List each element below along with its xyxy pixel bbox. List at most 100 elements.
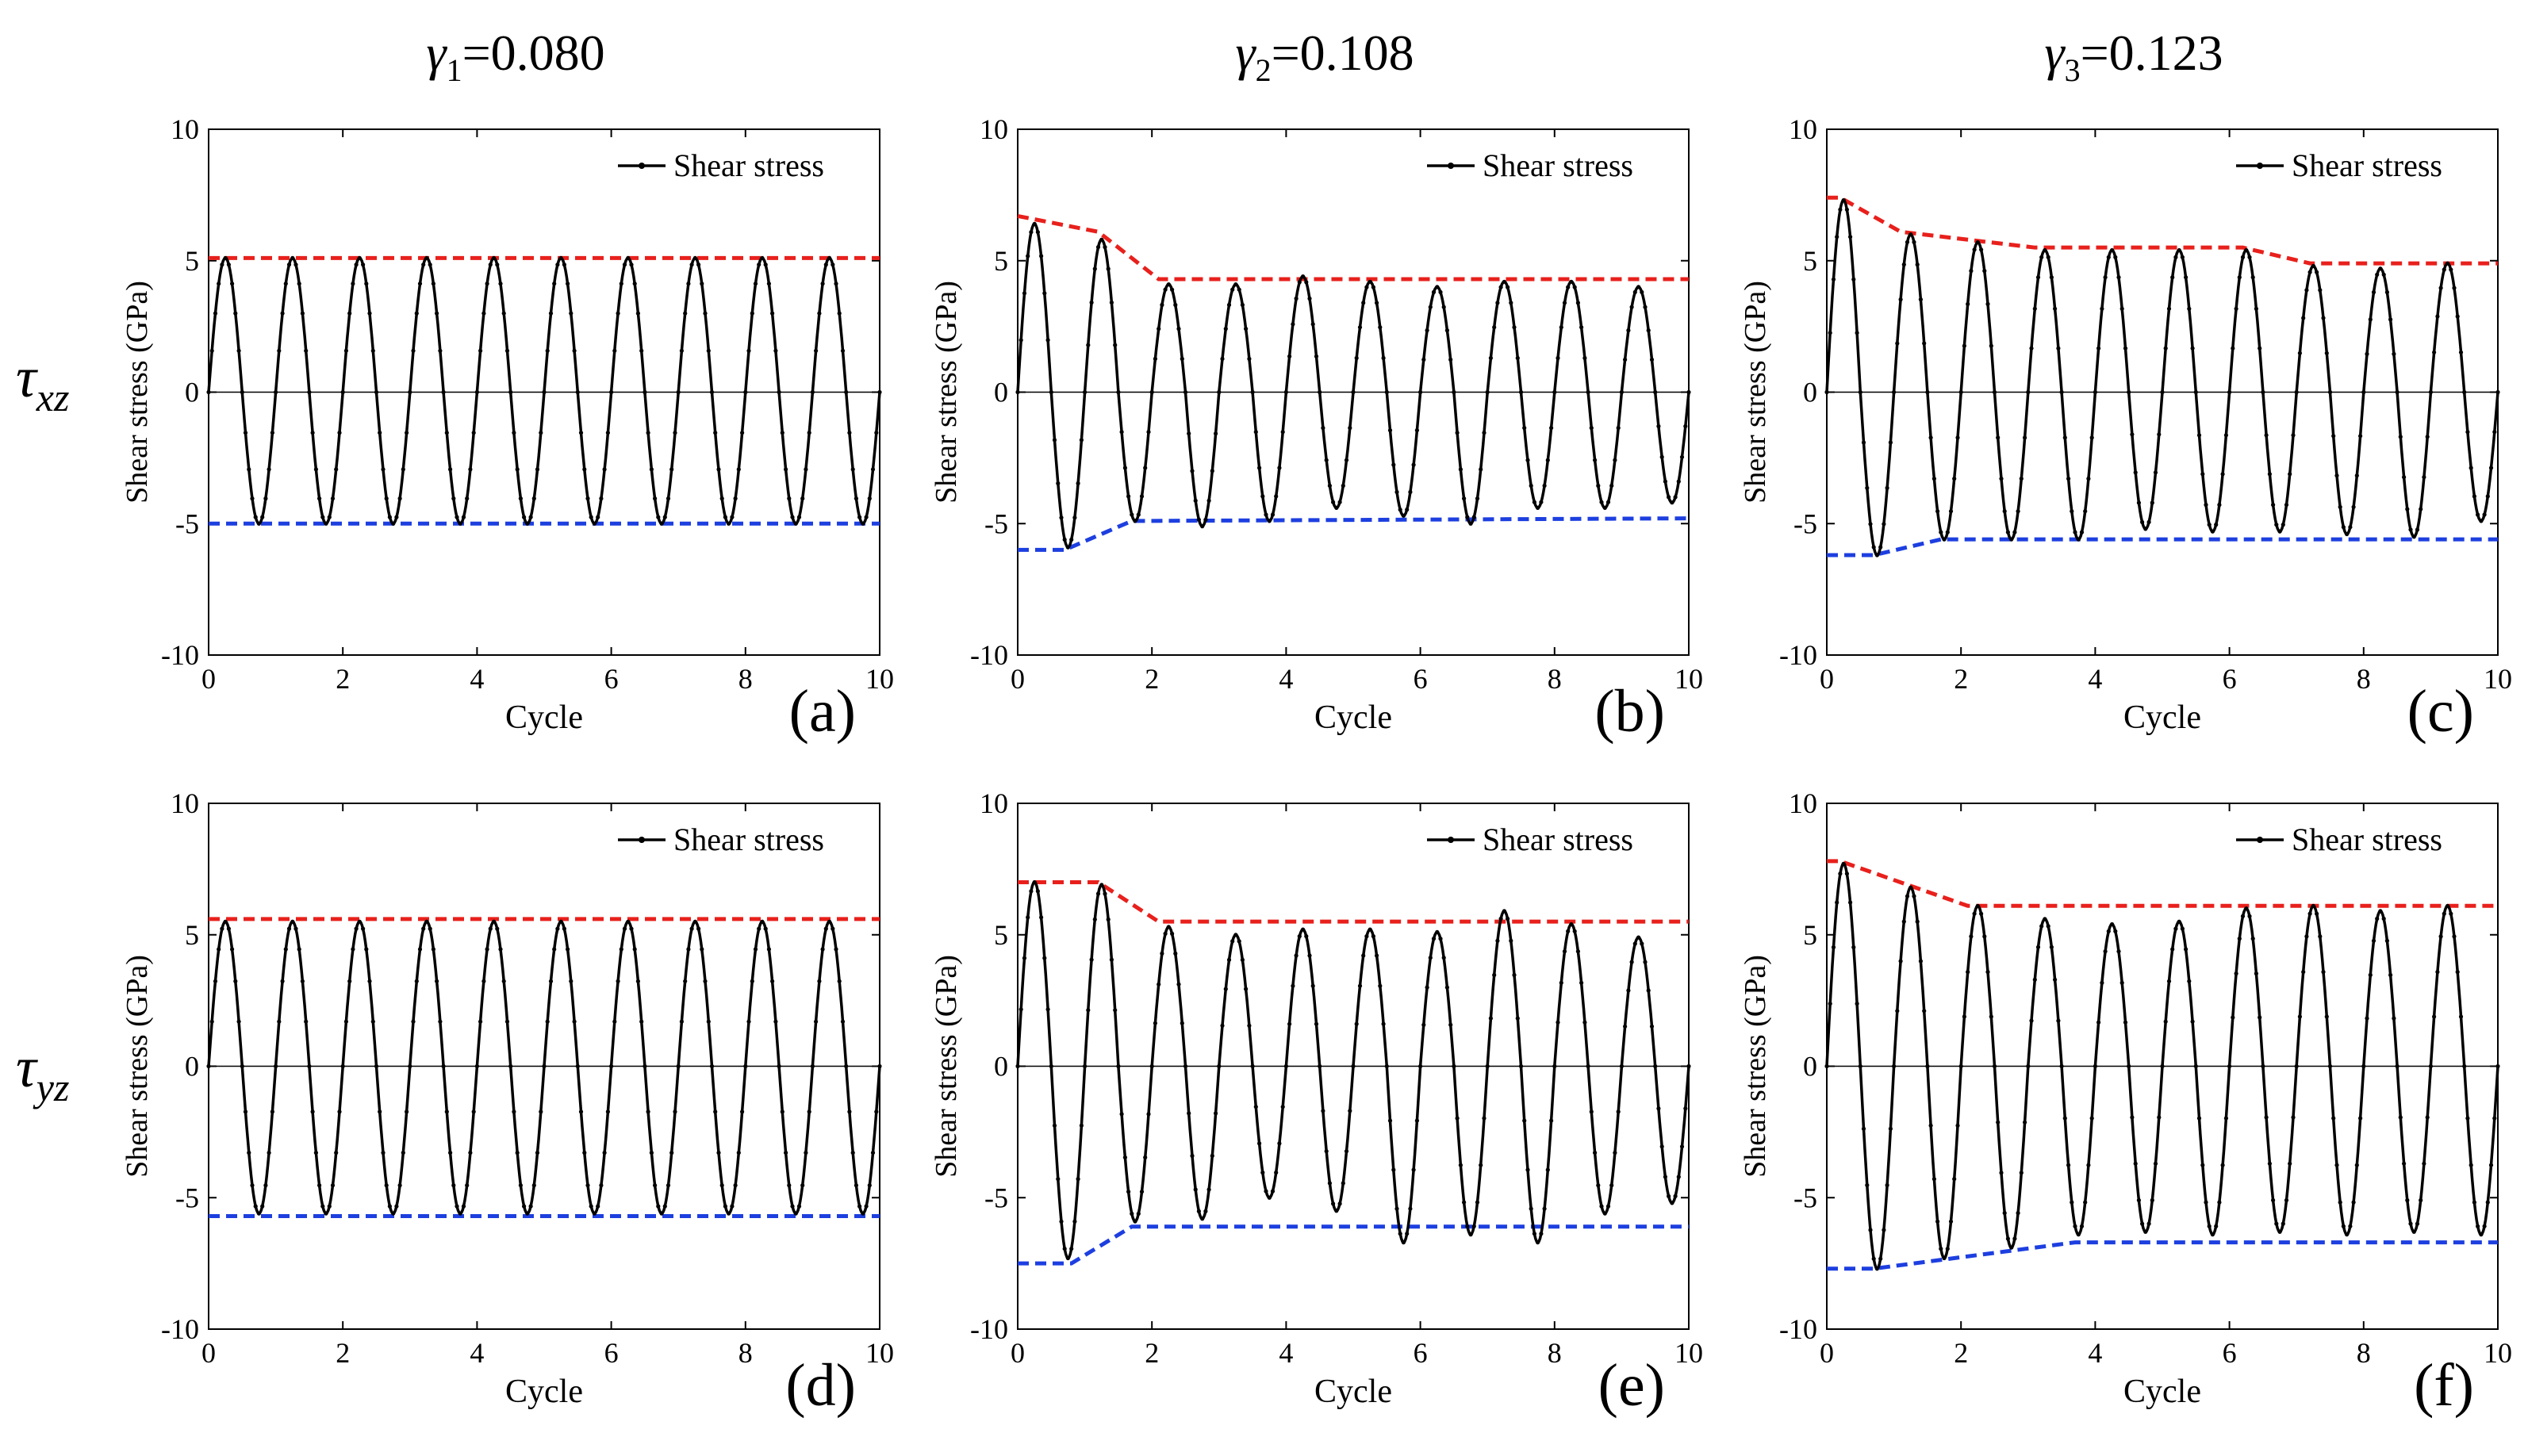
- panel-f-series-point: [2119, 980, 2124, 985]
- panel-e-series-point: [1318, 1063, 1322, 1069]
- panel-d-ylabel: Shear stress (GPa): [121, 955, 154, 1178]
- panel-b-series-point: [1589, 426, 1594, 431]
- panel-b-series-point: [1233, 282, 1238, 287]
- panel-a-series-point: [327, 515, 332, 519]
- panel-c-series-point: [2284, 503, 2289, 508]
- panel-b-series-point: [1435, 285, 1440, 289]
- panel-c-series-point: [2002, 509, 2007, 514]
- panel-f-series-point: [2019, 1171, 2024, 1175]
- panel-d-series-point: [391, 1211, 396, 1216]
- panel-d-series-point: [522, 1204, 527, 1209]
- panel-e-series-point: [1522, 1118, 1527, 1123]
- panel-f-series-point: [1952, 1177, 1957, 1182]
- panel-b-series-point: [1381, 355, 1386, 361]
- panel-d-series-point: [770, 979, 775, 983]
- panel-c-series-point: [2240, 255, 2246, 259]
- panel-a-series-point: [622, 262, 627, 267]
- panel-e-series-point: [1492, 972, 1497, 978]
- panel-f-series-point: [2032, 977, 2037, 982]
- panel-a-series-point: [659, 521, 664, 526]
- panel-a-series-point: [740, 431, 745, 435]
- panel-c-series-point: [2307, 270, 2312, 274]
- panel-c-series-point: [2133, 470, 2138, 475]
- panel-f-series-point: [1888, 1126, 1893, 1131]
- panel-e-series-point: [1247, 1023, 1252, 1028]
- panel-a-xtick-label: 2: [336, 663, 350, 695]
- panel-e-series-point: [1089, 957, 1094, 962]
- panel-b-xtick-label: 10: [1674, 663, 1703, 695]
- panel-a-series-point: [736, 467, 741, 472]
- panel-b-series-point: [1455, 431, 1460, 435]
- panel-c-series-point: [2388, 317, 2393, 322]
- panel-e-series-point: [1431, 937, 1437, 941]
- panel-c-series-point: [2136, 500, 2141, 505]
- panel-d-series-point: [552, 947, 557, 952]
- panel-c-series-point: [2425, 435, 2430, 439]
- panel-b-series-point: [1643, 305, 1648, 309]
- panel-e-series-point: [1536, 1240, 1540, 1245]
- panel-b-series-point: [1586, 389, 1590, 395]
- panel-a-series-point: [635, 311, 641, 316]
- panel-f-series-point: [1925, 1063, 1930, 1069]
- panel-e-series-point: [1656, 1106, 1661, 1111]
- panel-f-series-point: [1841, 861, 1846, 866]
- panel-f-series-point: [2113, 929, 2118, 933]
- panel-b-series-point: [1190, 469, 1195, 473]
- panel-c-series-point: [2039, 255, 2044, 259]
- panel-f-series-point: [1942, 1255, 1947, 1261]
- panel-a-ytick-label: 10: [171, 113, 199, 145]
- panel-d-ytick-label: 5: [185, 919, 199, 951]
- panel-c-series-point: [2196, 433, 2202, 438]
- panel-b-series-point: [1438, 289, 1443, 294]
- panel-d-series-point: [757, 926, 761, 931]
- panel-f-series-point: [1882, 1228, 1886, 1232]
- panel-a-series-point: [391, 521, 396, 526]
- panel-f-series-point: [2163, 1019, 2168, 1024]
- panel-e-series-point: [1572, 929, 1577, 933]
- panel-c-series-point: [2180, 255, 2185, 259]
- panel-f-series-point: [2492, 1116, 2497, 1121]
- panel-a-series-point: [384, 496, 389, 501]
- panel-e-series-point: [1589, 1109, 1594, 1114]
- panel-d-series-point: [683, 979, 688, 983]
- panel-d-series-point: [635, 979, 641, 983]
- col-title-3-rest: =0.123: [2081, 25, 2223, 81]
- panel-a-series-point: [639, 348, 644, 353]
- panel-b-series-point: [1122, 466, 1127, 470]
- panel-c-series-point: [2371, 289, 2376, 295]
- panel-c-series-point: [2392, 351, 2396, 356]
- panel-c-series-point: [2449, 267, 2453, 272]
- panel-c-series-point: [2408, 527, 2413, 532]
- panel-c-series-point: [2019, 477, 2024, 481]
- panel-d-series-point: [354, 926, 359, 931]
- panel-f-series-point: [2170, 947, 2175, 952]
- panel-a-series-point: [804, 467, 808, 472]
- panel-c-series-point: [1975, 239, 1980, 245]
- panel-d-series-point: [817, 979, 822, 983]
- panel-f-series-point: [2005, 1236, 2010, 1241]
- panel-b-series-point: [1368, 279, 1372, 284]
- panel-d-series-point: [596, 1204, 600, 1209]
- panel-e-series-point: [1495, 938, 1500, 943]
- panel-c-series-point: [2106, 255, 2111, 259]
- panel-d-series-point: [367, 979, 372, 983]
- panel-e-series-point: [1079, 1123, 1084, 1128]
- panel-a-series-point: [831, 262, 835, 267]
- panel-b-series-point: [1619, 389, 1624, 395]
- panel-e-series-point: [1351, 1063, 1356, 1069]
- panel-d-series-point: [250, 1183, 255, 1188]
- panel-a-series-point: [626, 255, 631, 260]
- panel-e-series-point: [1015, 1063, 1020, 1069]
- panel-c-series-point: [1945, 530, 1950, 535]
- panel-b-series-point: [1492, 325, 1497, 330]
- panel-d-series-point: [274, 1063, 278, 1069]
- panel-a-series-point: [378, 431, 382, 435]
- row-label-2-sub: yz: [33, 1065, 70, 1109]
- panel-e-series-point: [1042, 956, 1047, 960]
- panel-a-series-point: [528, 515, 533, 519]
- panel-e-series-point: [1525, 1167, 1530, 1172]
- panel-c-series-point: [1928, 435, 1933, 440]
- panel-c-series-point: [2005, 530, 2010, 535]
- panel-e-series-point: [1163, 931, 1168, 936]
- panel-e-series-point: [1331, 1201, 1336, 1206]
